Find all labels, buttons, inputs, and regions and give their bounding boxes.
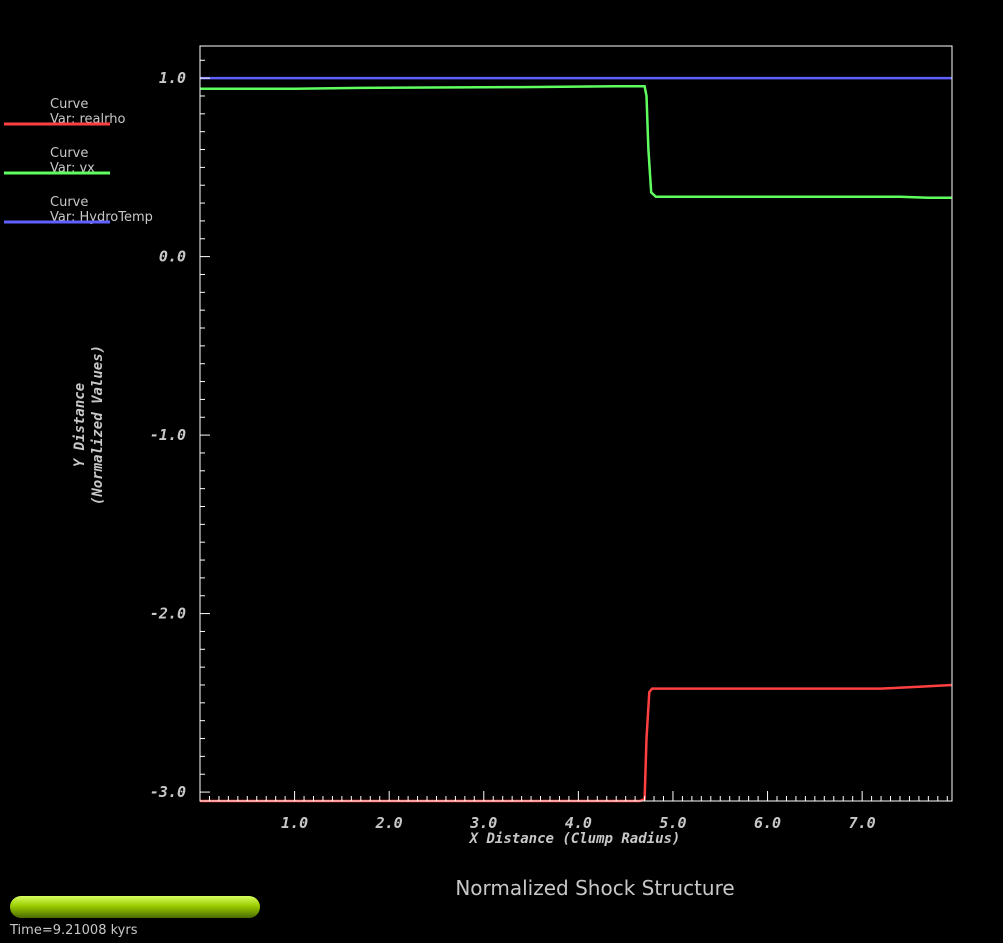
legend-name: Curve	[50, 97, 88, 112]
x-tick-label: 4.0	[565, 814, 592, 832]
series-line-0	[200, 683, 953, 803]
y-tick-label: 1.0	[159, 69, 186, 87]
time-label: Time=9.21008 kyrs	[9, 923, 138, 938]
y-tick-label: -2.0	[150, 605, 186, 623]
x-axis-title: X Distance (Clump Radius)	[469, 831, 681, 847]
x-axis: 1.0 2.0 3.0 4.0 5.0 6.0 7.0	[208, 791, 948, 832]
series-line-1	[200, 84, 952, 199]
x-tick-label: 1.0	[281, 814, 308, 832]
legend-name: Curve	[50, 146, 88, 161]
y-axis-title-line1: Y Distance	[72, 383, 88, 467]
time-progress-fill	[10, 896, 260, 918]
x-tick-label: 6.0	[754, 814, 781, 832]
x-tick-label: 5.0	[659, 814, 686, 832]
legend-name: Curve	[50, 195, 88, 210]
plot-frame	[199, 45, 953, 802]
x-tick-label: 7.0	[849, 814, 876, 832]
plot-title: Normalized Shock Structure	[455, 876, 734, 900]
y-tick-label: -1.0	[150, 426, 186, 444]
plot-curves	[200, 76, 953, 803]
y-axis: 1.0 0.0 -1.0 -2.0 -3.0	[150, 59, 210, 801]
y-axis-title-line2: (Normalized Values)	[90, 345, 106, 505]
x-tick-label: 3.0	[469, 814, 497, 832]
x-tick-label: 2.0	[375, 814, 403, 832]
y-tick-label: 0.0	[159, 248, 186, 266]
y-tick-label: -3.0	[150, 783, 186, 801]
